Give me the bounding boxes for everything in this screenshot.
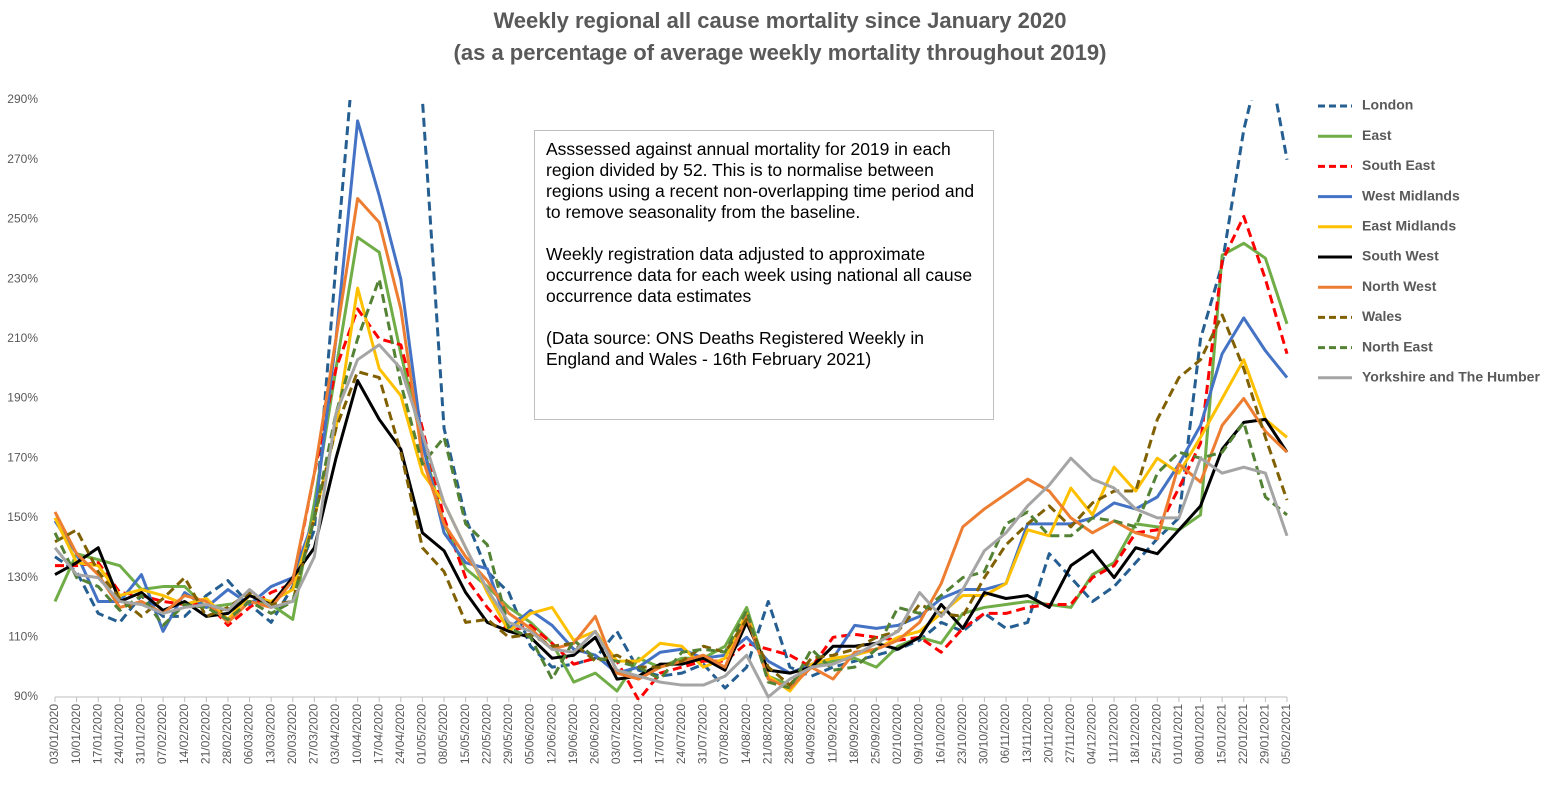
x-tick-label: 17/04/2020	[371, 704, 385, 764]
x-tick-label: 09/10/2020	[912, 704, 926, 764]
legend-label: North East	[1362, 338, 1433, 354]
x-tick-label: 18/12/2020	[1128, 704, 1142, 764]
x-tick-label: 31/07/2020	[696, 704, 710, 764]
x-tick-label: 21/02/2020	[198, 704, 212, 764]
x-tick-label: 27/11/2020	[1063, 704, 1077, 763]
x-tick-label: 05/06/2020	[523, 704, 537, 764]
y-tick-label: 230%	[7, 271, 38, 285]
x-tick-label: 25/09/2020	[869, 704, 883, 764]
x-tick-label: 04/12/2020	[1085, 704, 1099, 764]
x-tick-label: 27/03/2020	[307, 704, 321, 764]
legend-label: Yorkshire and The Humber	[1362, 369, 1540, 385]
x-tick-label: 28/08/2020	[782, 704, 796, 764]
chart-title: Weekly regional all cause mortality sinc…	[493, 8, 1066, 33]
annotation-paragraph: (Data source: ONS Deaths Registered Week…	[546, 328, 925, 369]
x-tick-label: 18/09/2020	[847, 704, 861, 764]
y-tick-label: 90%	[14, 689, 38, 703]
x-tick-label: 15/05/2020	[458, 704, 472, 764]
legend-label: London	[1362, 97, 1413, 113]
annotation-paragraph: Weekly registration data adjusted to app…	[546, 244, 973, 306]
x-tick-label: 19/06/2020	[566, 704, 580, 764]
x-tick-label: 17/01/2020	[90, 704, 104, 764]
y-tick-label: 290%	[7, 92, 38, 106]
x-tick-label: 03/04/2020	[328, 704, 342, 764]
x-tick-label: 07/02/2020	[155, 704, 169, 764]
x-tick-label: 08/05/2020	[436, 704, 450, 764]
x-tick-label: 03/01/2020	[47, 704, 61, 764]
plot-lines	[53, 100, 1289, 700]
legend-label: East	[1362, 127, 1392, 143]
x-tick-label: 22/05/2020	[479, 704, 493, 764]
x-tick-label: 20/03/2020	[285, 704, 299, 764]
x-tick-label: 26/06/2020	[588, 704, 602, 764]
annotation-paragraph: Asssessed against annual mortality for 2…	[546, 139, 975, 222]
x-tick-label: 05/02/2021	[1279, 704, 1293, 764]
x-tick-label: 24/07/2020	[674, 704, 688, 764]
x-tick-label: 07/08/2020	[717, 704, 731, 764]
x-tick-label: 23/10/2020	[955, 704, 969, 764]
chart-subtitle: (as a percentage of average weekly morta…	[454, 40, 1107, 65]
legend-label: West Midlands	[1362, 187, 1460, 203]
y-tick-label: 250%	[7, 212, 38, 226]
y-tick-label: 110%	[8, 629, 38, 643]
x-tick-label: 16/10/2020	[933, 704, 947, 764]
y-tick-label: 190%	[7, 391, 38, 405]
x-tick-label: 21/08/2020	[760, 704, 774, 764]
y-tick-label: 170%	[7, 450, 38, 464]
x-tick-label: 10/04/2020	[350, 704, 364, 764]
x-tick-label: 06/11/2020	[998, 704, 1012, 763]
x-tick-label: 04/09/2020	[804, 704, 818, 764]
x-tick-label: 01/01/2021	[1171, 704, 1185, 764]
x-tick-label: 17/07/2020	[652, 704, 666, 764]
legend-label: South West	[1362, 248, 1439, 264]
x-tick-label: 30/10/2020	[977, 704, 991, 764]
legend-label: Wales	[1362, 308, 1402, 324]
x-tick-label: 10/01/2020	[69, 704, 83, 764]
annotation-box: Asssessed against annual mortality for 2…	[534, 130, 994, 420]
x-tick-label: 08/01/2021	[1193, 704, 1207, 764]
x-tick-label: 31/01/2020	[134, 704, 148, 764]
x-tick-label: 06/03/2020	[242, 704, 256, 764]
y-tick-label: 210%	[7, 331, 38, 345]
x-tick-label: 29/01/2021	[1258, 704, 1272, 764]
x-tick-label: 13/11/2020	[1020, 704, 1034, 763]
legend-label: North West	[1362, 278, 1437, 294]
y-tick-label: 150%	[7, 510, 38, 524]
x-tick-label: 01/05/2020	[415, 704, 429, 764]
x-tick-label: 13/03/2020	[263, 704, 277, 764]
series-line	[53, 119, 1289, 675]
x-tick-label: 24/01/2020	[112, 704, 126, 764]
x-tick-label: 28/02/2020	[220, 704, 234, 764]
legend-label: South East	[1362, 157, 1435, 173]
x-tick-label: 15/01/2021	[1214, 704, 1228, 764]
y-tick-label: 270%	[7, 152, 38, 166]
x-tick-label: 22/01/2021	[1236, 704, 1250, 764]
x-tick-label: 11/12/2020	[1106, 704, 1120, 763]
x-tick-label: 12/06/2020	[544, 704, 558, 764]
series-line	[53, 277, 1288, 690]
series-line	[53, 343, 1289, 699]
y-tick-label: 130%	[7, 570, 38, 584]
x-tick-label: 02/10/2020	[890, 704, 904, 764]
x-tick-label: 14/02/2020	[177, 704, 191, 764]
x-tick-label: 03/07/2020	[609, 704, 623, 764]
x-tick-label: 25/12/2020	[1149, 704, 1163, 764]
x-tick-label: 14/08/2020	[739, 704, 753, 764]
series-line	[54, 100, 1289, 690]
legend-label: East Midlands	[1362, 218, 1456, 234]
x-tick-label: 20/11/2020	[1041, 704, 1055, 763]
x-tick-label: 10/07/2020	[631, 704, 645, 764]
series-line	[54, 379, 1289, 681]
x-tick-label: 24/04/2020	[393, 704, 407, 764]
x-tick-label: 29/05/2020	[501, 704, 515, 764]
x-tick-label: 11/09/2020	[825, 704, 839, 763]
